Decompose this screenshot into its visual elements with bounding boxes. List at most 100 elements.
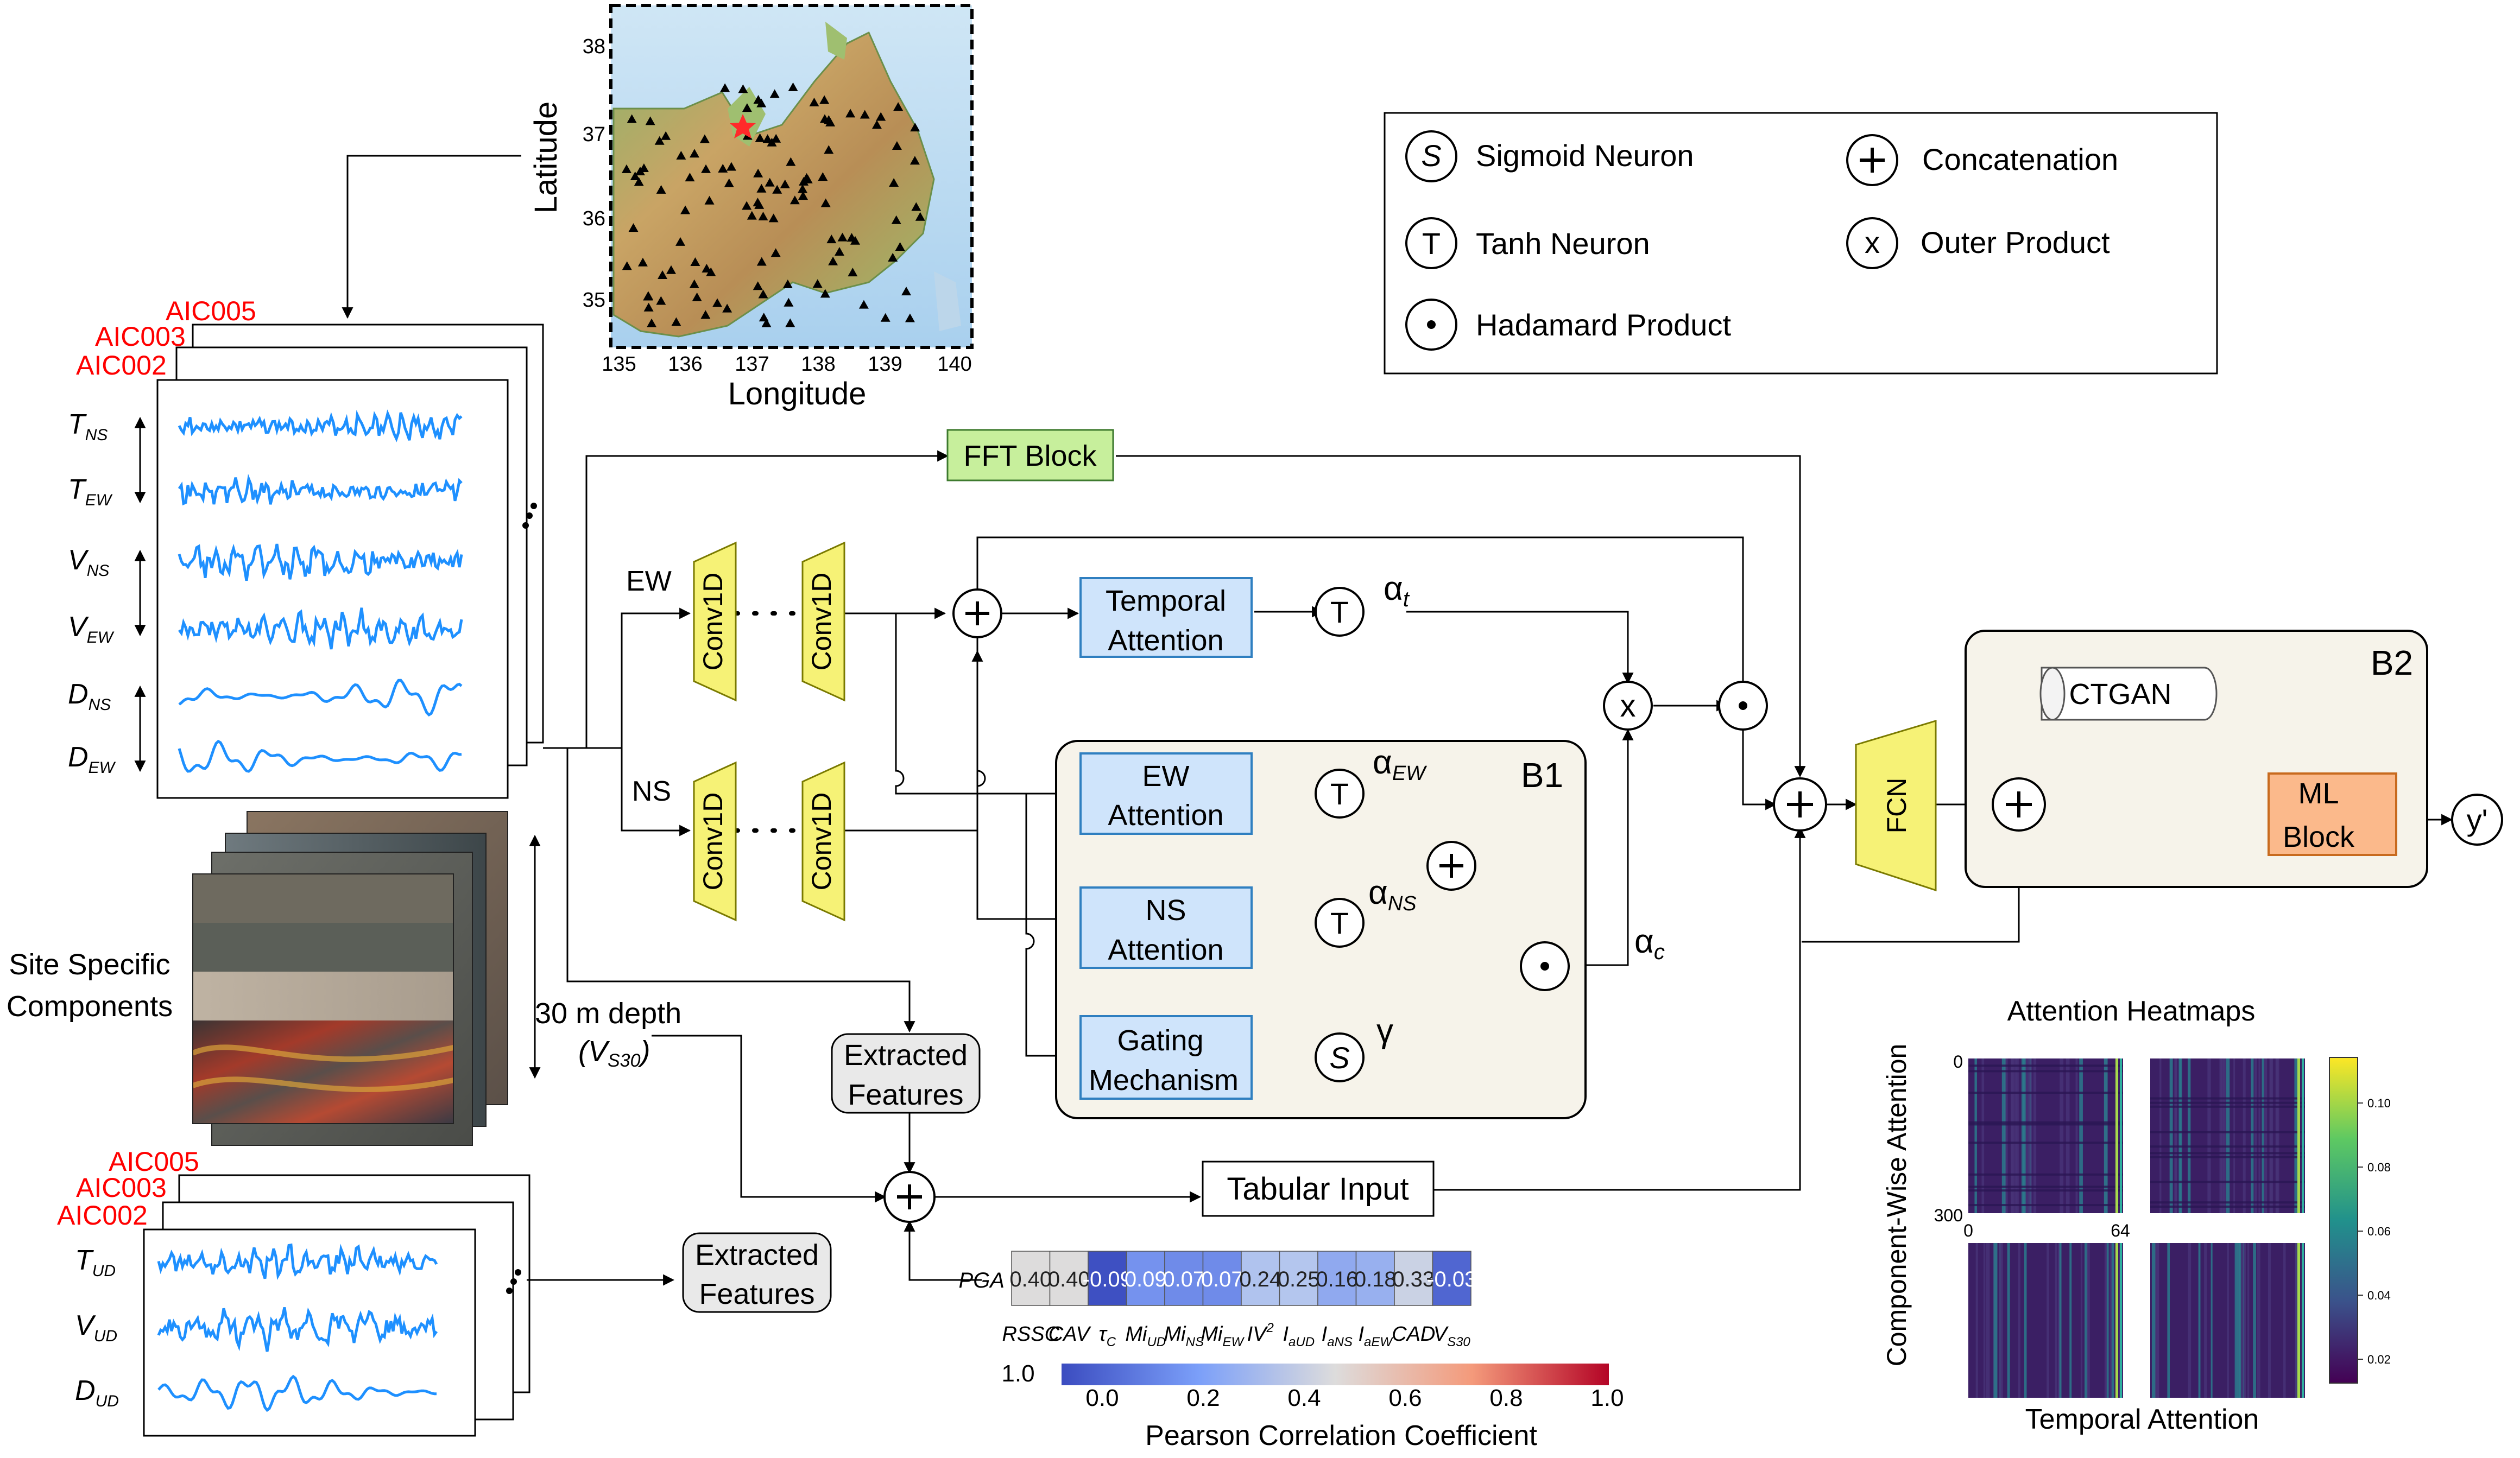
station-marker xyxy=(788,82,798,91)
station-marker xyxy=(770,248,781,257)
extracted-features-bottom[interactable]: Extracted Features xyxy=(682,1232,832,1313)
correlation-category: CAD xyxy=(1392,1323,1435,1346)
correlation-cell xyxy=(1202,1251,1242,1306)
heatmap-stripe xyxy=(1974,1058,1977,1213)
heatmap-stripe xyxy=(2269,1058,2273,1213)
correlation-value: 0.09 xyxy=(1125,1267,1167,1291)
legend-concat-label: Concatenation xyxy=(1922,142,2118,176)
conv1d-label: Conv1D xyxy=(806,793,837,891)
ml-block-label: ML xyxy=(2298,777,2339,810)
correlation-category: MiUD xyxy=(1125,1323,1166,1349)
station-marker xyxy=(809,97,819,106)
conv1d-ns-2[interactable]: Conv1D xyxy=(801,761,845,922)
station-marker xyxy=(699,134,710,143)
station-marker xyxy=(643,291,653,301)
heatmap-stripe xyxy=(2151,1243,2156,1398)
waveform-trace xyxy=(157,1243,438,1280)
station-marker xyxy=(824,145,834,154)
heatmap-stripe xyxy=(2104,1243,2107,1398)
station-marker xyxy=(627,114,637,123)
heatmap-bright-stripe xyxy=(2297,1058,2300,1213)
station-marker xyxy=(910,156,920,165)
correlation-cell xyxy=(1279,1251,1318,1306)
map-lat-tick: 38 xyxy=(583,35,605,58)
conv1d-label: Conv1D xyxy=(698,573,728,671)
heatmap-bright-stripe xyxy=(2115,1243,2118,1398)
svg-text:T: T xyxy=(1330,777,1349,811)
ml-block-label: Block xyxy=(2283,821,2355,853)
heatmap-row xyxy=(1968,1173,2123,1176)
station-marker xyxy=(876,112,886,121)
station-marker xyxy=(785,318,795,327)
correlation-value: 0.25 xyxy=(1278,1267,1320,1291)
ew-attention-block[interactable]: EW Attention xyxy=(1079,752,1253,835)
tabular-input-block[interactable]: Tabular Input xyxy=(1202,1161,1435,1217)
extracted-label: Features xyxy=(848,1079,963,1111)
heatmap-stripe xyxy=(2188,1058,2191,1213)
signal-label: VUD xyxy=(75,1310,117,1345)
alpha-t-label: αt xyxy=(1384,570,1410,611)
ns-attention-block[interactable]: NS Attention xyxy=(1079,886,1253,969)
heatmap-stripe xyxy=(2169,1058,2173,1213)
station-marker xyxy=(812,279,823,288)
station-marker xyxy=(753,281,763,290)
outer-symbol: x xyxy=(1865,225,1880,259)
fcn-block[interactable]: FCN xyxy=(1855,719,1937,892)
gating-mechanism-block[interactable]: Gating Mechanism xyxy=(1079,1015,1253,1100)
heatmap-row xyxy=(2150,1152,2305,1155)
station-label: AIC003 xyxy=(95,321,186,352)
svg-text:T: T xyxy=(1330,595,1349,629)
conv1d-ew-2[interactable]: Conv1D xyxy=(801,541,845,702)
seismic-stations xyxy=(621,82,925,327)
station-marker xyxy=(742,201,752,210)
heatmap-row xyxy=(1968,1189,2123,1192)
station-marker xyxy=(724,178,734,187)
heatmap-stripe xyxy=(2016,1058,2019,1213)
correlation-value: 0.33 xyxy=(1392,1267,1435,1291)
heatmap-stripe xyxy=(2024,1243,2027,1398)
heatmap-row xyxy=(2150,1145,2305,1148)
heatmap-stripe xyxy=(2264,1058,2268,1213)
station-marker xyxy=(702,263,712,272)
legend-hadamard-label: Hadamard Product xyxy=(1476,308,1731,342)
colorbar-tick: 0.8 xyxy=(1489,1385,1523,1411)
ml-block[interactable]: ML Block xyxy=(2268,772,2397,856)
colorbar-tick: 1.0 xyxy=(1590,1385,1624,1411)
station-marker xyxy=(628,223,639,232)
heatmap-stripe xyxy=(2276,1058,2279,1213)
station-marker xyxy=(837,232,848,242)
vs30-label: (VS30) xyxy=(578,1035,650,1071)
waveform-stack-top: AIC005 AIC003 AIC002 TNS TEW VNS VEW DNS DEW xyxy=(68,296,544,799)
heatmap-stripe xyxy=(2025,1058,2029,1213)
heatmap-stripe xyxy=(1983,1243,1986,1398)
temporal-attention-block[interactable]: Temporal Attention xyxy=(1079,577,1253,658)
heatmap-stripe xyxy=(2066,1058,2070,1213)
extracted-features-top[interactable]: Extracted Features xyxy=(831,1033,981,1114)
fft-block[interactable]: FFT Block xyxy=(946,429,1114,481)
ctgan-block[interactable]: CTGAN xyxy=(2039,667,2218,721)
station-marker xyxy=(720,83,730,92)
conv1d-ew-1[interactable]: Conv1D xyxy=(693,541,737,702)
station-marker xyxy=(722,303,732,313)
station-marker xyxy=(738,84,748,93)
ew-branch-label: EW xyxy=(626,566,672,597)
conv1d-ns-1[interactable]: Conv1D xyxy=(693,761,737,922)
epicenter-marker xyxy=(730,114,756,138)
station-marker xyxy=(761,318,772,327)
heatmaps-title: Attention Heatmaps xyxy=(2007,996,2256,1027)
signal-label: TNS xyxy=(68,409,108,444)
hadamard-node-main xyxy=(1718,681,1768,731)
heatmap-row xyxy=(2150,1205,2305,1208)
station-marker xyxy=(712,298,723,307)
outer-product-node: x xyxy=(1603,681,1653,731)
more-stations-dots xyxy=(506,1269,521,1294)
heatmap-stripe xyxy=(2247,1243,2250,1398)
heatmap-stripe xyxy=(2087,1243,2090,1398)
heatmap-row xyxy=(2150,1101,2305,1104)
site-images: Site Specific Components 30 m depth (VS3… xyxy=(7,811,681,1146)
station-marker xyxy=(893,102,904,111)
station-marker xyxy=(895,242,905,251)
heatmap-stripe xyxy=(2021,1058,2025,1213)
station-label: AIC003 xyxy=(76,1172,167,1203)
heatmap-tick: 0 xyxy=(1953,1052,1963,1072)
